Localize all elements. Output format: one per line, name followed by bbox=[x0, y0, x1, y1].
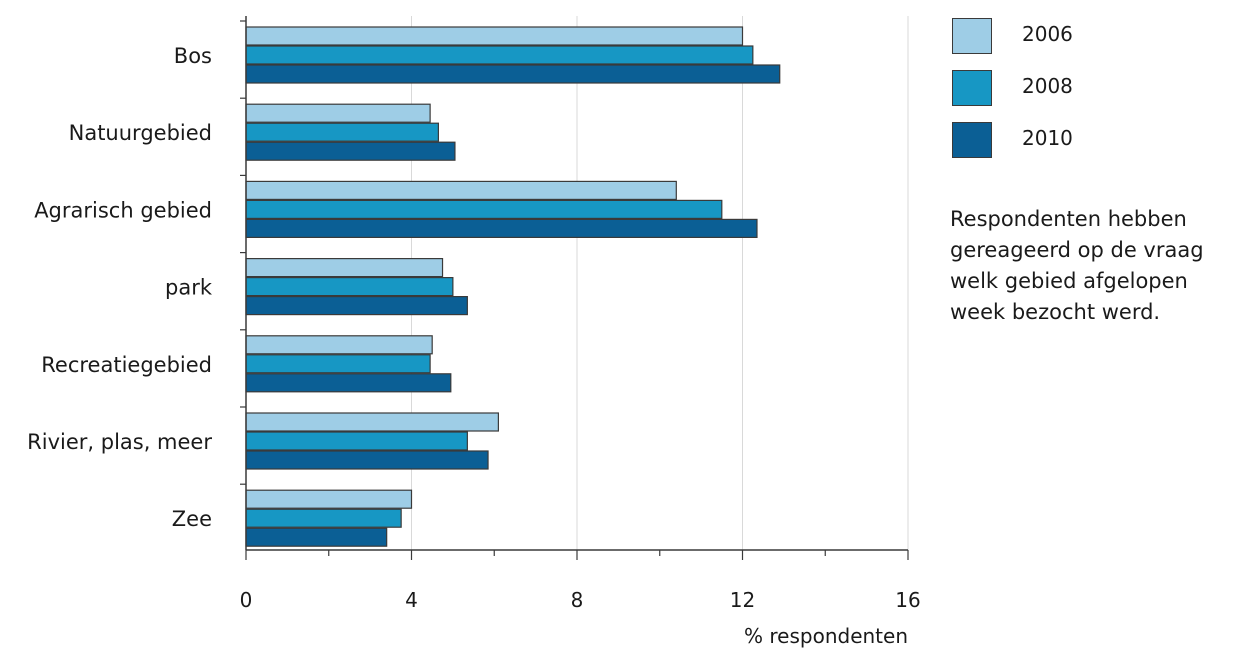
bar-2010-0 bbox=[245, 64, 781, 84]
bar-2010-1 bbox=[245, 141, 456, 161]
bar-2006-2 bbox=[245, 180, 677, 200]
x-tick-label-16: 16 bbox=[895, 588, 920, 612]
bar-2008-3 bbox=[245, 277, 454, 297]
x-tick-label-0: 0 bbox=[240, 588, 253, 612]
x-tick-label-8: 8 bbox=[571, 588, 584, 612]
bar-2010-2 bbox=[245, 218, 758, 238]
legend-swatch-2008 bbox=[952, 70, 992, 106]
bar-2008-0 bbox=[245, 45, 754, 65]
bar-2010-5 bbox=[245, 450, 489, 470]
bar-2006-0 bbox=[245, 26, 744, 46]
x-axis-title: % respondenten bbox=[744, 624, 908, 648]
bar-2008-2 bbox=[245, 199, 723, 219]
bar-2008-4 bbox=[245, 354, 431, 374]
bar-2008-6 bbox=[245, 508, 402, 528]
bar-2008-1 bbox=[245, 122, 439, 142]
bar-2008-5 bbox=[245, 431, 468, 451]
bar-2006-4 bbox=[245, 335, 433, 355]
bar-2010-4 bbox=[245, 373, 452, 393]
bar-chart: Bos Natuurgebied Agrarisch gebied park Recre… bbox=[27, 16, 921, 648]
bar-2010-6 bbox=[245, 527, 388, 547]
category-label-2: Agrarisch gebied bbox=[34, 198, 212, 222]
legend-label-2010: 2010 bbox=[1022, 126, 1073, 150]
x-tick-label-12: 12 bbox=[730, 588, 755, 612]
category-label-6: Zee bbox=[172, 507, 212, 531]
category-label-0: Bos bbox=[174, 44, 212, 68]
legend-swatch-2010 bbox=[952, 122, 992, 158]
bar-2006-6 bbox=[245, 489, 413, 509]
bar-2006-1 bbox=[245, 103, 431, 123]
legend-label-2008: 2008 bbox=[1022, 74, 1073, 98]
category-label-1: Natuurgebied bbox=[69, 121, 212, 145]
bar-2006-3 bbox=[245, 258, 444, 278]
chart-note: Respondenten hebben gereageerd op de vra… bbox=[950, 207, 1204, 324]
category-label-5: Rivier, plas, meer bbox=[27, 430, 212, 454]
x-tick-label-4: 4 bbox=[405, 588, 418, 612]
category-label-4: Recreatiegebied bbox=[41, 353, 212, 377]
bar-2010-3 bbox=[245, 296, 468, 316]
legend-label-2006: 2006 bbox=[1022, 22, 1073, 46]
category-label-3: park bbox=[165, 276, 213, 300]
bar-2006-5 bbox=[245, 412, 499, 432]
legend-swatch-2006 bbox=[952, 18, 992, 54]
